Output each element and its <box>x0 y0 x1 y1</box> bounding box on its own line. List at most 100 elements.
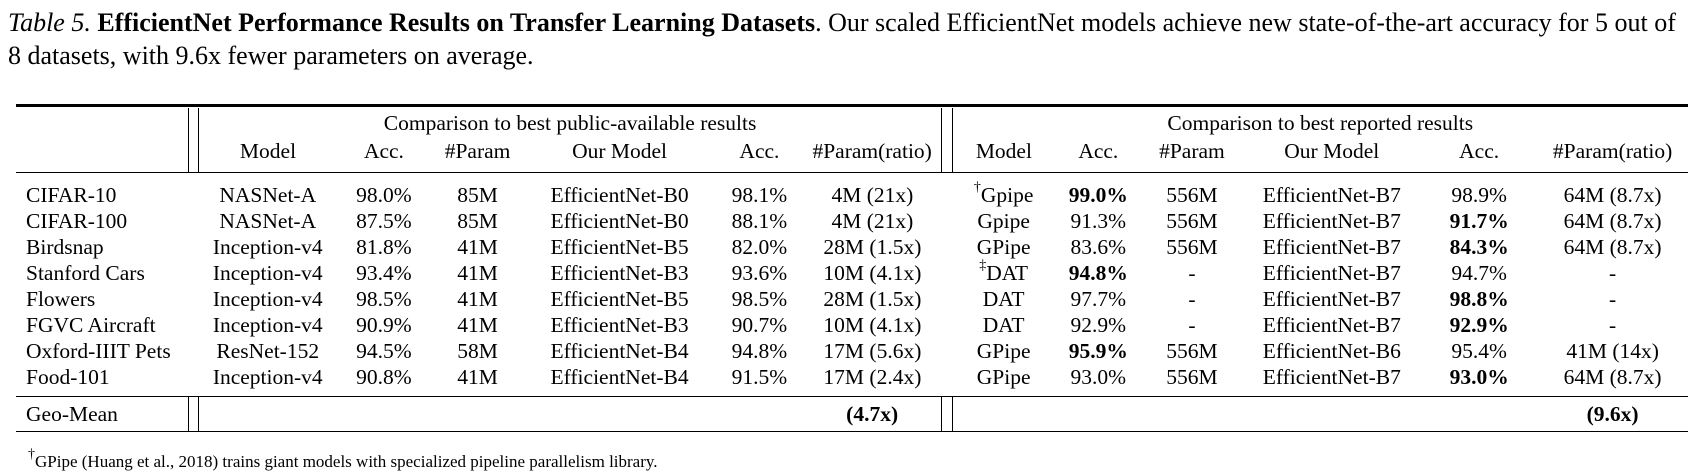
reported-our-model: EfficientNet-B7 <box>1262 234 1401 259</box>
dataset-name: Oxford-IIIT Pets <box>26 338 171 363</box>
table-row: Flowers Inception-v4 98.5% 41M EfficientNet-… <box>16 286 1688 312</box>
results-table: Comparison to best public-available resu… <box>16 108 1688 432</box>
public-param-ratio: 10M (4.1x) <box>823 312 922 337</box>
column-separator <box>187 136 200 173</box>
public-model: Inception-v4 <box>212 234 323 259</box>
reported-acc: 95.9% <box>1068 338 1128 363</box>
table-footnote: †GPipe (Huang et al., 2018) trains giant… <box>28 448 658 472</box>
public-our-acc: 93.6% <box>731 260 788 285</box>
public-param: 58M <box>457 338 498 363</box>
public-model: Inception-v4 <box>212 364 323 389</box>
table-row: CIFAR-100 NASNet-A 87.5% 85M EfficientNet-B0… <box>16 208 1688 234</box>
public-our-model: EfficientNet-B4 <box>550 364 689 389</box>
public-param: 85M <box>457 182 498 207</box>
footnote-mark: † <box>28 447 35 463</box>
column-separator <box>941 364 952 397</box>
public-param: 41M <box>457 260 498 285</box>
public-acc: 94.5% <box>356 338 412 363</box>
reported-param: 556M <box>1166 208 1218 233</box>
reported-our-acc: 98.9% <box>1451 182 1507 207</box>
dataset-name: Birdsnap <box>26 234 104 259</box>
column-separator <box>941 208 952 234</box>
public-our-acc: 94.8% <box>731 338 788 363</box>
public-acc: 90.9% <box>356 312 412 337</box>
reported-model: DAT <box>986 260 1029 285</box>
reported-our-acc: 92.9% <box>1449 312 1509 337</box>
reference-mark: † <box>973 180 981 196</box>
reported-our-acc: 98.8% <box>1449 286 1509 311</box>
reported-our-acc: 84.3% <box>1449 234 1509 259</box>
header-acc: Acc. <box>363 139 404 163</box>
public-our-acc: 98.5% <box>731 286 788 311</box>
header-param: #Param <box>444 139 511 163</box>
reported-param: - <box>1188 260 1196 285</box>
public-acc: 98.0% <box>356 182 412 207</box>
reported-acc: 94.8% <box>1068 260 1128 285</box>
reported-our-acc: 94.7% <box>1451 260 1507 285</box>
reported-param-ratio: - <box>1609 260 1617 285</box>
reported-our-model: EfficientNet-B7 <box>1262 364 1401 389</box>
column-separator <box>188 364 199 397</box>
public-model: Inception-v4 <box>212 260 323 285</box>
caption-title: EfficientNet Performance Results on Tran… <box>97 8 816 37</box>
geo-mean-public-ratio: (4.7x) <box>846 401 899 426</box>
reported-param-ratio: - <box>1609 286 1617 311</box>
table-row: Oxford-IIIT Pets ResNet-152 94.5% 58M Effici… <box>16 338 1688 364</box>
reported-param-ratio: - <box>1609 312 1617 337</box>
reported-param: - <box>1188 286 1196 311</box>
public-param-ratio: 10M (4.1x) <box>823 260 922 285</box>
table-row: Birdsnap Inception-v4 81.8% 41M EfficientNet… <box>16 234 1688 260</box>
reported-our-acc: 93.0% <box>1449 364 1509 389</box>
reported-acc: 93.0% <box>1070 364 1127 389</box>
dataset-name: Stanford Cars <box>26 260 145 285</box>
reported-acc: 97.7% <box>1070 286 1127 311</box>
column-separator <box>187 396 200 432</box>
column-separator <box>940 136 953 173</box>
header-reported-model: Model <box>975 139 1032 163</box>
column-separator <box>188 338 199 364</box>
reported-our-model: EfficientNet-B7 <box>1262 312 1401 337</box>
public-acc: 81.8% <box>356 234 412 259</box>
reported-our-model: EfficientNet-B7 <box>1262 208 1401 233</box>
reported-our-model: EfficientNet-B7 <box>1262 286 1401 311</box>
table-caption: Table 5. EfficientNet Performance Result… <box>8 6 1688 72</box>
group-public-label: Comparison to best public-available resu… <box>383 111 757 135</box>
public-our-acc: 82.0% <box>731 234 788 259</box>
reported-our-model: EfficientNet-B7 <box>1262 260 1401 285</box>
header-param-ratio: #Param(ratio) <box>812 139 932 163</box>
column-separator <box>188 312 199 338</box>
public-param-ratio: 17M (5.6x) <box>823 338 922 363</box>
column-separator <box>940 108 953 136</box>
column-separator <box>188 173 199 209</box>
public-our-model: EfficientNet-B3 <box>550 312 689 337</box>
public-our-model: EfficientNet-B0 <box>550 182 689 207</box>
public-model: Inception-v4 <box>212 286 323 311</box>
reported-param-ratio: 41M (14x) <box>1566 338 1659 363</box>
column-separator <box>941 234 952 260</box>
column-separator <box>188 234 199 260</box>
reported-param: 556M <box>1166 234 1218 259</box>
public-our-model: EfficientNet-B5 <box>550 286 689 311</box>
reported-acc: 91.3% <box>1070 208 1127 233</box>
reported-model: Gpipe <box>980 182 1034 207</box>
header-reported-param-ratio: #Param(ratio) <box>1552 139 1673 163</box>
header-reported-our-model: Our Model <box>1284 139 1380 163</box>
column-separator <box>188 286 199 312</box>
public-acc: 93.4% <box>356 260 412 285</box>
public-our-acc: 91.5% <box>731 364 788 389</box>
public-param: 41M <box>457 364 498 389</box>
public-acc: 90.8% <box>356 364 412 389</box>
column-separator <box>188 208 199 234</box>
public-param-ratio: 17M (2.4x) <box>823 364 922 389</box>
column-header-row: Model Acc. #Param Our Model Acc. #Param(… <box>16 136 1688 173</box>
public-acc: 98.5% <box>356 286 412 311</box>
reported-param-ratio: 64M (8.7x) <box>1563 208 1662 233</box>
public-our-acc: 90.7% <box>731 312 788 337</box>
dataset-name: Flowers <box>26 286 96 311</box>
reported-model: DAT <box>982 286 1025 311</box>
public-model: NASNet-A <box>219 208 317 233</box>
table-row: CIFAR-10 NASNet-A 98.0% 85M EfficientNet-B0 9… <box>16 173 1688 209</box>
column-separator <box>941 173 952 209</box>
geo-mean-label: Geo-Mean <box>26 401 118 426</box>
public-our-acc: 98.1% <box>731 182 788 207</box>
